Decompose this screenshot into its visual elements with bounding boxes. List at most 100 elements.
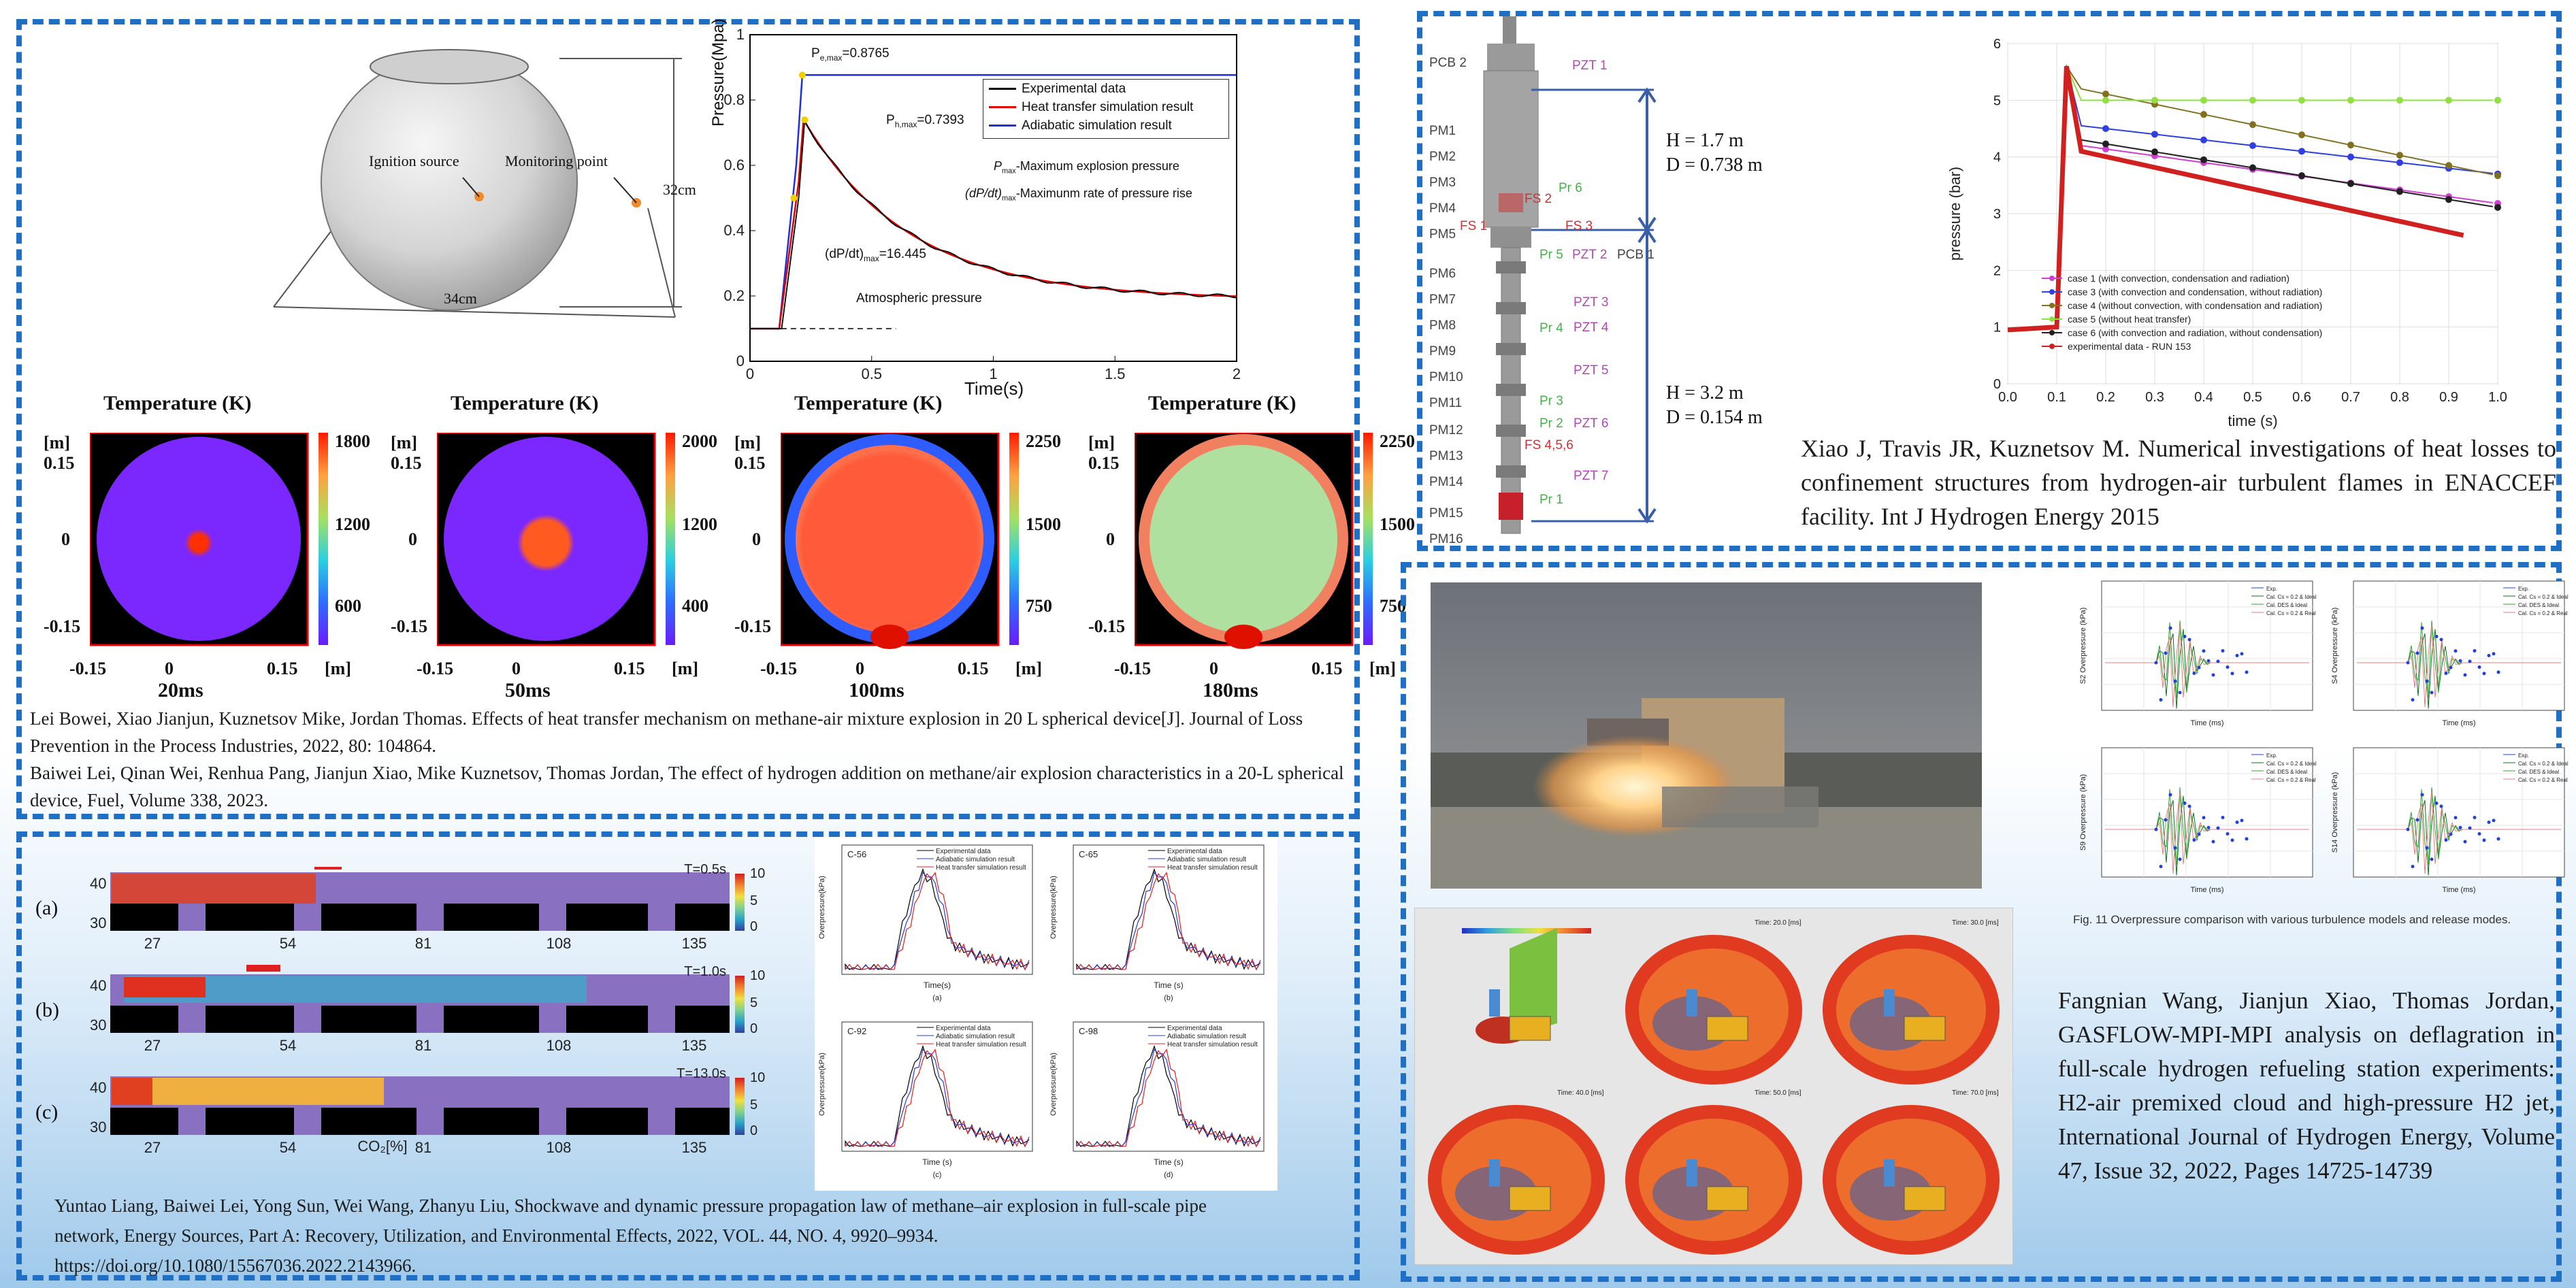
sensor-label: PM6 [1429,267,1456,281]
pressure-legend: Experimental data Heat transfer simulatio… [983,79,1229,139]
x-tick: 0.15 [267,659,298,678]
y-tick: 40 [90,1079,106,1096]
def-pmax: Pmax-Maximum explosion pressure [994,159,1179,176]
colorbar-max: 2250 [1026,431,1061,451]
pressure-chart: 0 0.5 1 1.5 2 0 0.2 0.4 0.6 0.8 1 [723,26,1241,382]
cb-tick: 0 [750,919,757,934]
cb-tick: 10 [750,1070,765,1085]
def-rate: (dP/dt)max-Maximunm rate of pressure ris… [965,186,1192,203]
overpressure-comparison-charts: Exp. Cal. Cs = 0.2 & Ideal Cal. DES & Idea… [2047,567,2569,908]
dim-bot-d: D = 0.154 m [1666,407,1763,428]
y-tick: 0.15 [44,453,75,473]
pr-label: Pr 6 [1559,181,1582,195]
x-unit: [m] [1015,659,1042,678]
x-tick: 54 [280,1139,296,1156]
atm-label: Atmospheric pressure [856,291,982,306]
mini-chart-id: C-92 [847,1026,866,1036]
y-tick: 0.4 [723,222,745,239]
reference-pipe: Yuntao Liang, Baiwei Lei, Yong Sun, Wei … [54,1195,1207,1276]
sim-time: Time: 40.0 [ms] [1557,1089,1604,1097]
colorbar-mid: 1500 [1026,514,1061,534]
colorbar-max: 1800 [335,431,370,451]
mini-chart-id: C-65 [1079,849,1098,859]
y-tick: 0 [408,529,417,549]
reference-enaccef: Xiao J, Travis JR, Kuznetsov M. Numerica… [1801,435,2556,530]
explosion-photo [1431,582,1982,889]
ignition-label: Ignition source [369,152,459,169]
ann-ht-max: Ph,max=0.7393 [886,113,964,129]
colorbar-mid: 1500 [1380,514,1415,534]
row-label: (b) [35,999,59,1021]
pzt-label: PZT 3 [1574,295,1609,310]
x-tick: 0.1 [2047,390,2066,405]
row-label: (c) [35,1101,58,1123]
x-tick: 1.0 [2488,390,2507,405]
x-tick: 0.4 [2194,390,2213,405]
sensor-label: PM4 [1429,201,1456,216]
mini-xlabel: Time(s) [924,980,951,990]
y-tick: 5 [1993,93,2001,108]
y-tick: 0 [61,529,70,549]
fs-label: FS 4,5,6 [1525,438,1574,452]
op-legend: Exp. [2518,753,2529,759]
op-xlabel: Time (ms) [2442,719,2475,727]
width-label: 34cm [444,290,477,307]
sensor-label: PCB 2 [1429,56,1467,70]
y-tick: 0.15 [391,453,422,473]
sphere-diagram [273,49,682,318]
pzt-label: PZT 2 [1572,248,1608,262]
y-tick: 0.2 [723,287,745,304]
chart-ylabel: pressure (bar) [1946,167,1963,261]
mini-xlabel: Time (s) [1154,980,1184,990]
colorbar-low: 400 [682,596,708,616]
row-label: (a) [35,897,58,919]
x-tick: 27 [144,1037,161,1054]
fs-label: FS 3 [1565,219,1593,233]
op-legend: Exp. [2266,753,2277,759]
y-tick: 30 [90,1017,106,1034]
x-tick: -0.15 [1114,659,1152,678]
x-tick: 0.7 [2341,390,2360,405]
pr-label: Pr 4 [1539,321,1563,335]
x-tick: 108 [547,1037,572,1054]
chart-legend-item: case 5 (without heat transfer) [2068,314,2191,325]
mini-ylabel: Overpressure(kPa) [1049,1053,1058,1116]
x-tick: 0.5 [2243,390,2262,405]
pressure-xlabel: Time(s) [964,378,1024,399]
x-tick: 1 [989,365,997,382]
op-legend: Cal. Cs = 0.2 & Real [2266,777,2316,783]
x-tick: 0.2 [2096,390,2115,405]
y-tick: 0.15 [1088,453,1120,473]
fs-label: FS 1 [1460,219,1488,233]
pr-label: Pr 2 [1539,416,1563,431]
dim-bot-h: H = 3.2 m [1666,382,1744,403]
pressure-legend-item: Experimental data [983,80,1228,98]
op-legend: Cal. Cs = 0.2 & Real [2518,610,2568,616]
sensor-label: PM13 [1429,449,1463,463]
x-tick: 81 [415,1037,431,1054]
x-tick: 54 [280,935,296,952]
x-tick: 81 [415,1139,431,1156]
x-tick: -0.15 [760,659,798,678]
x-tick: 0.5 [861,365,882,382]
op-legend: Cal. Cs = 0.2 & Ideal [2518,594,2569,600]
mini-legend: Heat transfer simulation result [936,864,1026,872]
row-time: T=13.0s [676,1066,726,1081]
y-unit: [m] [1088,433,1115,452]
sensor-label: PM10 [1429,370,1463,384]
pressure-ylabel: Pressure(Mpa) [709,18,728,127]
sensor-label: PM2 [1429,150,1456,164]
mini-ylabel: Overpressure(kPa) [1049,876,1058,939]
dim-top-d: D = 0.738 m [1666,154,1763,176]
pzt-label: PZT 7 [1574,469,1609,483]
sim-time: Time: 70.0 [ms] [1952,1089,1999,1097]
overpressure-chart-1: Exp. Cal. Cs = 0.2 & Ideal Cal. DES & Idea… [2331,580,2569,727]
x-unit: [m] [325,659,351,678]
x-tick: 0.15 [614,659,645,678]
heatmap-180ms [1135,433,1373,649]
y-tick: 30 [90,914,106,931]
panel-methane-sphere: Ignition source Monitoring point 32cm 34… [16,18,1415,819]
sensor-label: PM14 [1429,475,1463,489]
heatmap-time: 180ms [1203,679,1258,701]
